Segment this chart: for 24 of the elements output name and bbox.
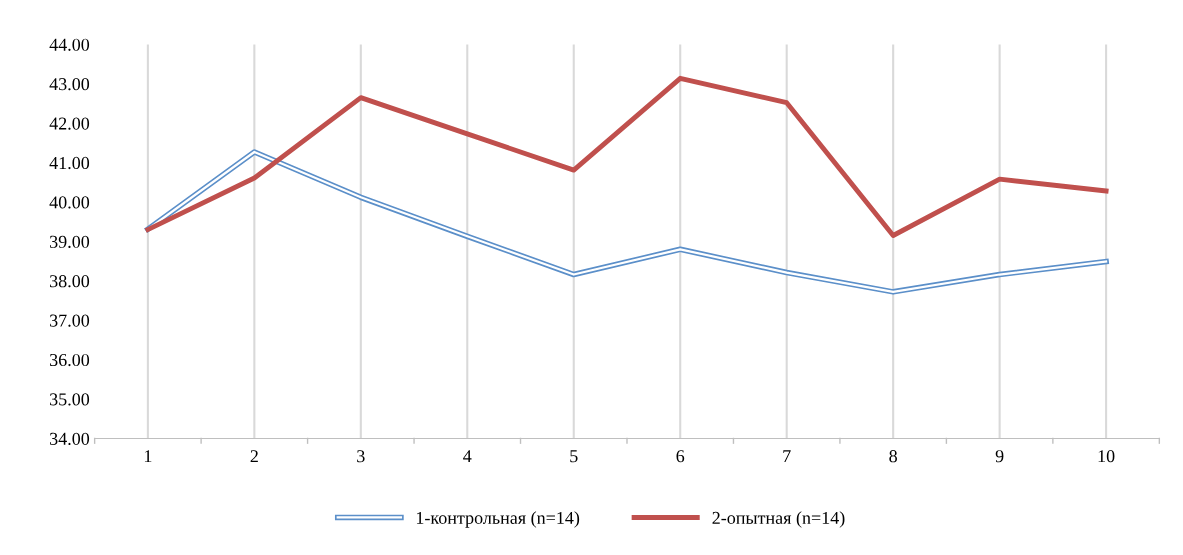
x-tick-label: 3 bbox=[357, 450, 365, 463]
x-tick-label: 10 bbox=[1098, 450, 1115, 463]
y-tick-label: 36.00 bbox=[50, 353, 90, 367]
x-tick-label: 1 bbox=[144, 450, 152, 463]
y-tick-label: 39.00 bbox=[50, 235, 90, 248]
line-series bbox=[145, 75, 1109, 238]
y-tick-label: 44.00 bbox=[49, 38, 90, 51]
x-tick-label: 8 bbox=[889, 450, 897, 463]
y-tick-label: 37.00 bbox=[50, 314, 90, 327]
y-tick-label: 40.00 bbox=[49, 196, 90, 209]
x-tick-label: 5 bbox=[570, 450, 578, 463]
x-tick-label: 2 bbox=[250, 450, 258, 463]
x-tick-label: 4 bbox=[463, 450, 472, 463]
x-tick-label: 9 bbox=[995, 450, 1004, 463]
x-tick-label: 7 bbox=[783, 450, 791, 463]
y-tick-label: 43.00 bbox=[49, 78, 90, 91]
y-tick-label: 35.00 bbox=[50, 393, 90, 406]
y-tick-label: 41.00 bbox=[49, 156, 90, 170]
y-tick-label: 38.00 bbox=[50, 275, 90, 288]
x-tick-label: 6 bbox=[676, 450, 685, 463]
legend-label: 2-опытная (n=14) bbox=[712, 511, 845, 528]
y-tick-label: 34.00 bbox=[50, 432, 90, 445]
y-tick-label: 42.00 bbox=[49, 117, 90, 130]
legend-label: 1-контрольная (n=14) bbox=[416, 511, 580, 528]
